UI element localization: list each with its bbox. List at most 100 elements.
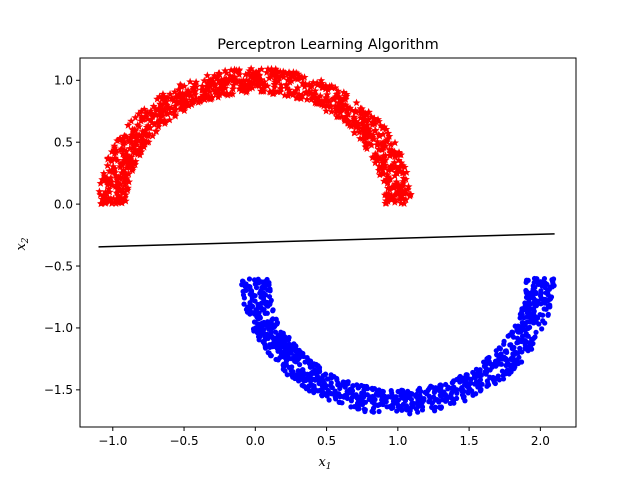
blue-dot-point <box>542 296 548 302</box>
red-star-point <box>151 105 160 113</box>
red-star-point <box>127 153 136 161</box>
blue-dot-point <box>288 364 295 370</box>
red-star-point <box>216 80 225 89</box>
red-star-point <box>343 118 352 127</box>
red-star-point <box>323 90 332 99</box>
red-star-point <box>356 108 365 117</box>
red-star-point <box>110 155 119 163</box>
blue-dot-point <box>475 381 481 387</box>
red-star-point <box>317 100 326 108</box>
red-star-point <box>400 199 409 207</box>
red-star-point <box>177 94 186 103</box>
blue-dot-point <box>248 288 255 294</box>
red-star-point <box>137 139 146 147</box>
red-star-point <box>263 64 272 73</box>
blue-dot-point <box>361 406 367 412</box>
red-star-point <box>129 148 138 156</box>
blue-dot-point <box>275 348 281 354</box>
blue-dot-point <box>258 288 264 294</box>
red-star-point <box>383 170 392 179</box>
red-star-point <box>200 76 209 85</box>
blue-dot-point <box>256 310 262 316</box>
blue-dot-point <box>469 388 475 394</box>
red-star-point <box>182 97 191 106</box>
red-star-point <box>285 68 294 76</box>
red-star-point <box>369 130 378 139</box>
red-star-point <box>263 81 272 90</box>
y-axis-label-base: x <box>14 243 29 251</box>
blue-dot-point <box>247 300 253 306</box>
red-star-point <box>359 115 368 123</box>
red-star-point <box>138 115 147 124</box>
blue-dot-point <box>266 286 273 292</box>
red-star-point <box>283 76 292 84</box>
red-star-point <box>401 195 410 204</box>
blue-dot-point <box>483 360 489 366</box>
blue-dot-point <box>376 387 382 393</box>
blue-dot-point <box>343 382 349 388</box>
red-star-point <box>109 165 118 174</box>
red-star-point <box>285 85 294 94</box>
red-star-point <box>322 106 331 115</box>
red-star-point <box>354 119 363 128</box>
red-star-point <box>205 76 214 84</box>
blue-dot-point <box>280 354 287 360</box>
red-star-point <box>132 131 141 139</box>
blue-dot-point <box>376 408 382 415</box>
red-star-point <box>232 66 241 74</box>
red-star-point <box>124 162 133 171</box>
red-star-point <box>379 143 388 151</box>
blue-dot-point <box>306 357 312 364</box>
blue-dot-point <box>327 382 333 389</box>
blue-dot-point <box>283 358 290 364</box>
red-star-point <box>342 112 351 120</box>
red-star-point <box>295 90 304 98</box>
red-star-point <box>247 71 256 79</box>
blue-dot-point <box>400 387 406 394</box>
red-star-point <box>302 87 311 96</box>
blue-dot-point <box>337 394 343 400</box>
red-star-point <box>374 130 383 139</box>
blue-dot-point <box>312 386 318 393</box>
red-star-point <box>364 130 373 139</box>
blue-dot-point <box>545 303 552 309</box>
red-star-point <box>330 94 339 103</box>
red-star-point <box>151 110 160 118</box>
red-star-point <box>154 119 163 128</box>
blue-dot-point <box>538 288 544 294</box>
red-star-point <box>170 87 179 96</box>
red-star-point <box>394 188 403 196</box>
red-star-point <box>165 115 174 124</box>
blue-dot-point <box>257 315 263 321</box>
red-star-point <box>103 161 112 170</box>
blue-dot-point <box>415 401 421 407</box>
blue-dot-point <box>454 390 460 396</box>
red-star-point <box>104 193 113 202</box>
red-star-point <box>100 171 109 180</box>
red-star-point <box>313 94 322 103</box>
red-star-point <box>309 93 318 101</box>
red-star-point <box>237 80 246 88</box>
red-star-point <box>379 176 388 185</box>
red-star-point <box>241 70 250 79</box>
blue-dot-point <box>532 334 538 340</box>
blue-dot-point <box>501 338 507 344</box>
x-axis: −1.0 −0.5 0.0 0.5 1.0 1.5 2.0 <box>98 427 550 448</box>
blue-dot-point <box>262 285 268 291</box>
blue-dot-point <box>542 320 548 326</box>
red-star-point <box>156 111 165 119</box>
red-star-point <box>187 100 196 109</box>
red-star-point <box>377 145 386 153</box>
blue-dot-point <box>351 393 357 399</box>
red-star-point <box>222 89 231 98</box>
red-star-point <box>257 65 266 73</box>
blue-dot-point <box>297 376 303 382</box>
red-star-point <box>198 86 207 94</box>
blue-dot-point <box>351 404 358 410</box>
red-star-point <box>219 88 228 97</box>
blue-dot-point <box>450 379 456 385</box>
red-star-point <box>152 118 161 127</box>
blue-dot-point <box>448 391 454 397</box>
blue-dot-point <box>407 411 413 417</box>
red-star-point <box>359 108 368 116</box>
